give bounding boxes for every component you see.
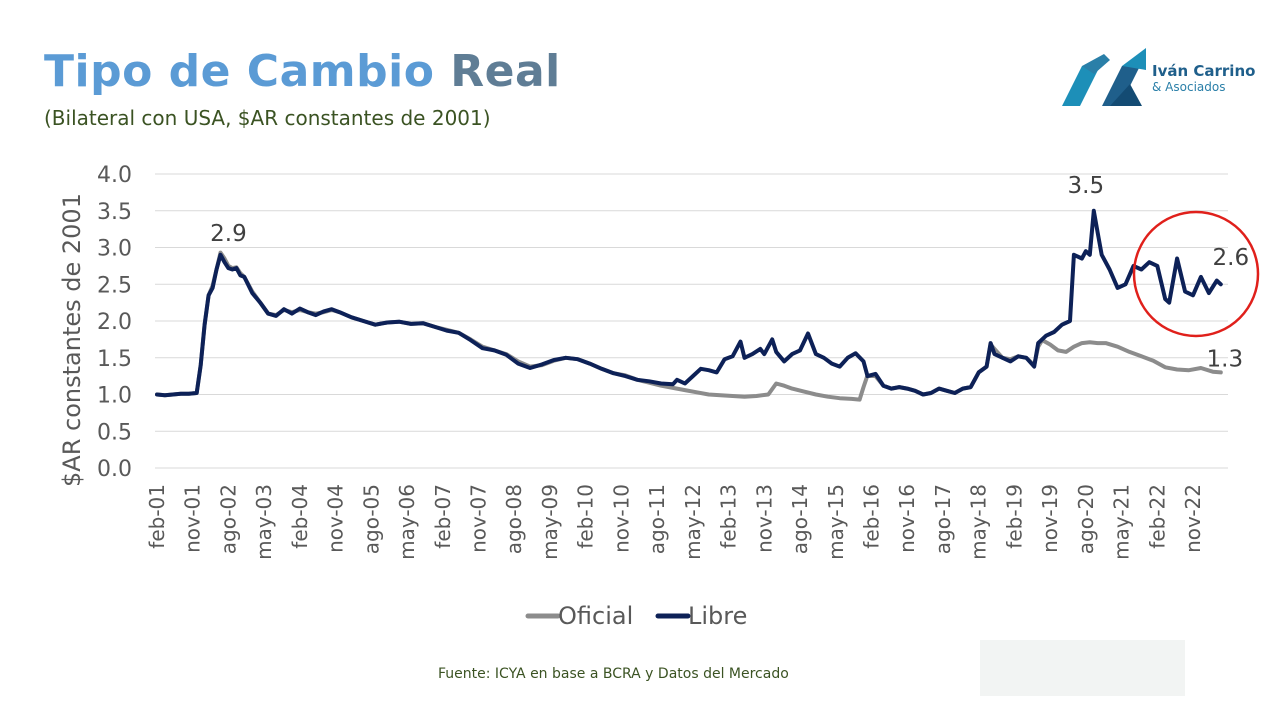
y-tick-label: 2.0 [97, 310, 132, 335]
logo-subtitle: & Asociados [1152, 80, 1226, 94]
x-tick-label: feb-01 [145, 484, 169, 549]
data-label: 3.5 [1068, 173, 1105, 199]
x-tick-label: nov-10 [609, 484, 633, 553]
source-note: Fuente: ICYA en base a BCRA y Datos del … [438, 666, 789, 682]
y-tick-label: 1.5 [97, 347, 132, 372]
legend-label: Oficial [558, 602, 633, 630]
x-tick-label: nov-19 [1038, 484, 1062, 553]
highlight-circle [1132, 210, 1260, 338]
x-tick-label: nov-07 [467, 484, 491, 553]
x-tick-label: ago-08 [502, 484, 526, 554]
x-tick-label: may-15 [824, 484, 848, 560]
title-part-1: Tipo de Cambio [44, 46, 435, 97]
x-tick-label: nov-04 [324, 484, 348, 553]
y-tick-label: 4.0 [97, 163, 132, 188]
x-tick-label: may-06 [395, 484, 419, 560]
x-tick-label: ago-05 [359, 484, 383, 554]
y-tick-label: 3.5 [97, 200, 132, 225]
x-tick-label: feb-19 [1002, 484, 1026, 549]
legend-label: Libre [688, 602, 747, 630]
x-tick-label: feb-10 [574, 484, 598, 549]
series-line-libre [155, 208, 1223, 398]
x-tick-label: nov-22 [1181, 484, 1205, 553]
footer-panel [980, 640, 1185, 696]
y-tick-label: 3.0 [97, 237, 132, 262]
y-tick-label: 1.0 [97, 384, 132, 409]
x-tick-label: may-03 [252, 484, 276, 560]
x-tick-label: ago-17 [931, 484, 955, 554]
x-tick-label: nov-16 [895, 484, 919, 553]
x-tick-label: may-21 [1110, 484, 1134, 560]
data-label: 2.9 [210, 221, 247, 247]
x-tick-label: ago-02 [216, 484, 240, 554]
logo-name: Iván Carrino [1152, 62, 1256, 80]
y-tick-label: 0.5 [97, 420, 132, 445]
y-tick-label: 2.5 [97, 273, 132, 298]
page-title: Tipo de Cambio Real [44, 50, 561, 94]
x-tick-label: ago-14 [788, 484, 812, 554]
x-tick-label: nov-01 [181, 484, 205, 553]
x-tick-label: feb-16 [859, 484, 883, 549]
y-tick-label: 0.0 [97, 457, 132, 482]
page-subtitle: (Bilateral con USA, $AR constantes de 20… [44, 106, 491, 130]
x-tick-label: ago-11 [645, 484, 669, 554]
x-tick-label: ago-20 [1074, 484, 1098, 554]
title-part-2: Real [450, 46, 561, 97]
x-tick-label: feb-22 [1145, 484, 1169, 549]
x-tick-label: feb-07 [431, 484, 455, 549]
x-tick-label: may-18 [967, 484, 991, 560]
data-label: 1.3 [1207, 346, 1244, 372]
x-tick-label: feb-04 [288, 484, 312, 549]
company-logo-icon [1062, 48, 1146, 106]
x-tick-label: feb-13 [717, 484, 741, 549]
x-tick-label: may-09 [538, 484, 562, 560]
data-label: 2.6 [1213, 245, 1250, 271]
y-axis-label: $AR constantes de 2001 [58, 193, 86, 487]
x-tick-label: nov-13 [752, 484, 776, 553]
x-tick-label: may-12 [681, 484, 705, 560]
